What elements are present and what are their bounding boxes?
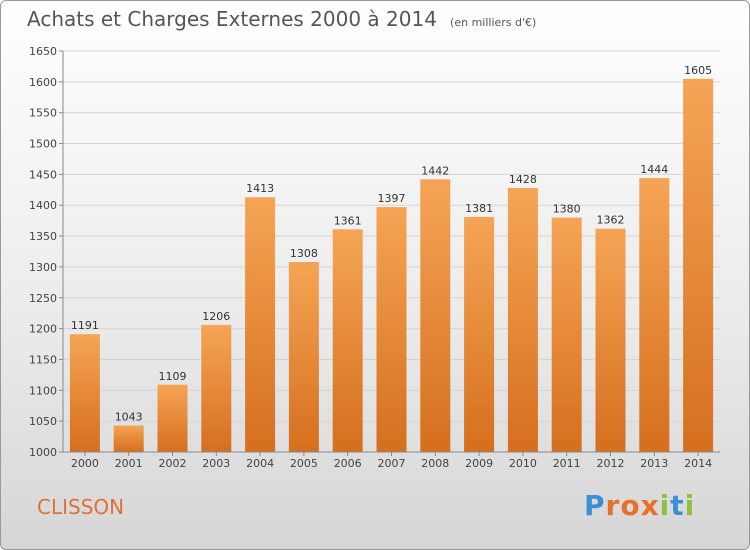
bar-2007 xyxy=(376,207,407,452)
bar-2004 xyxy=(245,197,276,452)
y-tick-label: 1200 xyxy=(29,323,57,336)
bar-2011 xyxy=(551,217,582,452)
bar-layer xyxy=(69,78,714,453)
value-label: 1381 xyxy=(465,202,493,215)
value-label: 1605 xyxy=(684,64,712,77)
y-tick-label: 1450 xyxy=(29,168,57,181)
y-tick-label: 1550 xyxy=(29,107,57,120)
x-tick-label: 2002 xyxy=(159,457,187,470)
value-label: 1361 xyxy=(334,214,362,227)
value-label: 1397 xyxy=(378,192,406,205)
value-label: 1206 xyxy=(202,310,230,323)
bar-2010 xyxy=(507,187,538,453)
location-name: CLISSON xyxy=(37,495,125,519)
bar-2005 xyxy=(288,261,319,452)
value-label: 1444 xyxy=(640,163,668,176)
x-tick-label: 2008 xyxy=(421,457,449,470)
brand-logo: Proxiti xyxy=(584,489,696,522)
x-tick-label: 2007 xyxy=(378,457,406,470)
y-tick-label: 1350 xyxy=(29,230,57,243)
bar-2003 xyxy=(201,324,232,452)
y-tick-label: 1500 xyxy=(29,138,57,151)
label-layer: 1191 1043 1109 1206 1413 1308 1361 1397 1442 1381… xyxy=(71,64,712,424)
value-label: 1043 xyxy=(115,410,143,423)
chart-unit: (en milliers d'€) xyxy=(450,16,537,29)
value-label: 1442 xyxy=(421,164,449,177)
y-tick-label: 1600 xyxy=(29,76,57,89)
y-tick-label: 1650 xyxy=(29,45,57,58)
value-label: 1380 xyxy=(553,203,581,216)
x-tick-label: 2011 xyxy=(553,457,581,470)
value-label: 1413 xyxy=(246,182,274,195)
y-tick-label: 1000 xyxy=(29,446,57,459)
y-tick-label: 1100 xyxy=(29,384,57,397)
x-tick-label: 2014 xyxy=(684,457,712,470)
x-tick-label: 2012 xyxy=(597,457,625,470)
axis-layer: 1000 1050 1100 1150 1200 1250 1300 1350 1400 1450… xyxy=(29,45,720,470)
x-tick-label: 2005 xyxy=(290,457,318,470)
value-label: 1109 xyxy=(159,370,187,383)
title-row: Achats et Charges Externes 2000 à 2014 (… xyxy=(27,7,536,31)
x-tick-label: 2010 xyxy=(509,457,537,470)
value-label: 1362 xyxy=(597,214,625,227)
bar-2014 xyxy=(683,78,714,452)
value-label: 1308 xyxy=(290,247,318,260)
y-tick-label: 1400 xyxy=(29,199,57,212)
chart-title: Achats et Charges Externes 2000 à 2014 xyxy=(27,7,437,31)
x-tick-label: 2004 xyxy=(246,457,274,470)
bar-2006 xyxy=(332,229,363,452)
bar-2013 xyxy=(639,178,670,452)
value-label: 1428 xyxy=(509,173,537,186)
bar-2008 xyxy=(420,179,451,452)
y-tick-label: 1050 xyxy=(29,415,57,428)
bar-2002 xyxy=(157,384,188,452)
bar-2000 xyxy=(69,334,100,452)
x-tick-label: 2013 xyxy=(640,457,668,470)
bar-2012 xyxy=(595,228,626,452)
value-label: 1191 xyxy=(71,319,99,332)
x-tick-label: 2006 xyxy=(334,457,362,470)
bar-2009 xyxy=(464,216,495,452)
bar-2001 xyxy=(113,425,144,452)
y-tick-label: 1150 xyxy=(29,353,57,366)
x-tick-label: 2000 xyxy=(71,457,99,470)
x-tick-label: 2003 xyxy=(202,457,230,470)
x-tick-label: 2001 xyxy=(115,457,143,470)
x-tick-label: 2009 xyxy=(465,457,493,470)
y-tick-label: 1250 xyxy=(29,292,57,305)
y-tick-label: 1300 xyxy=(29,261,57,274)
